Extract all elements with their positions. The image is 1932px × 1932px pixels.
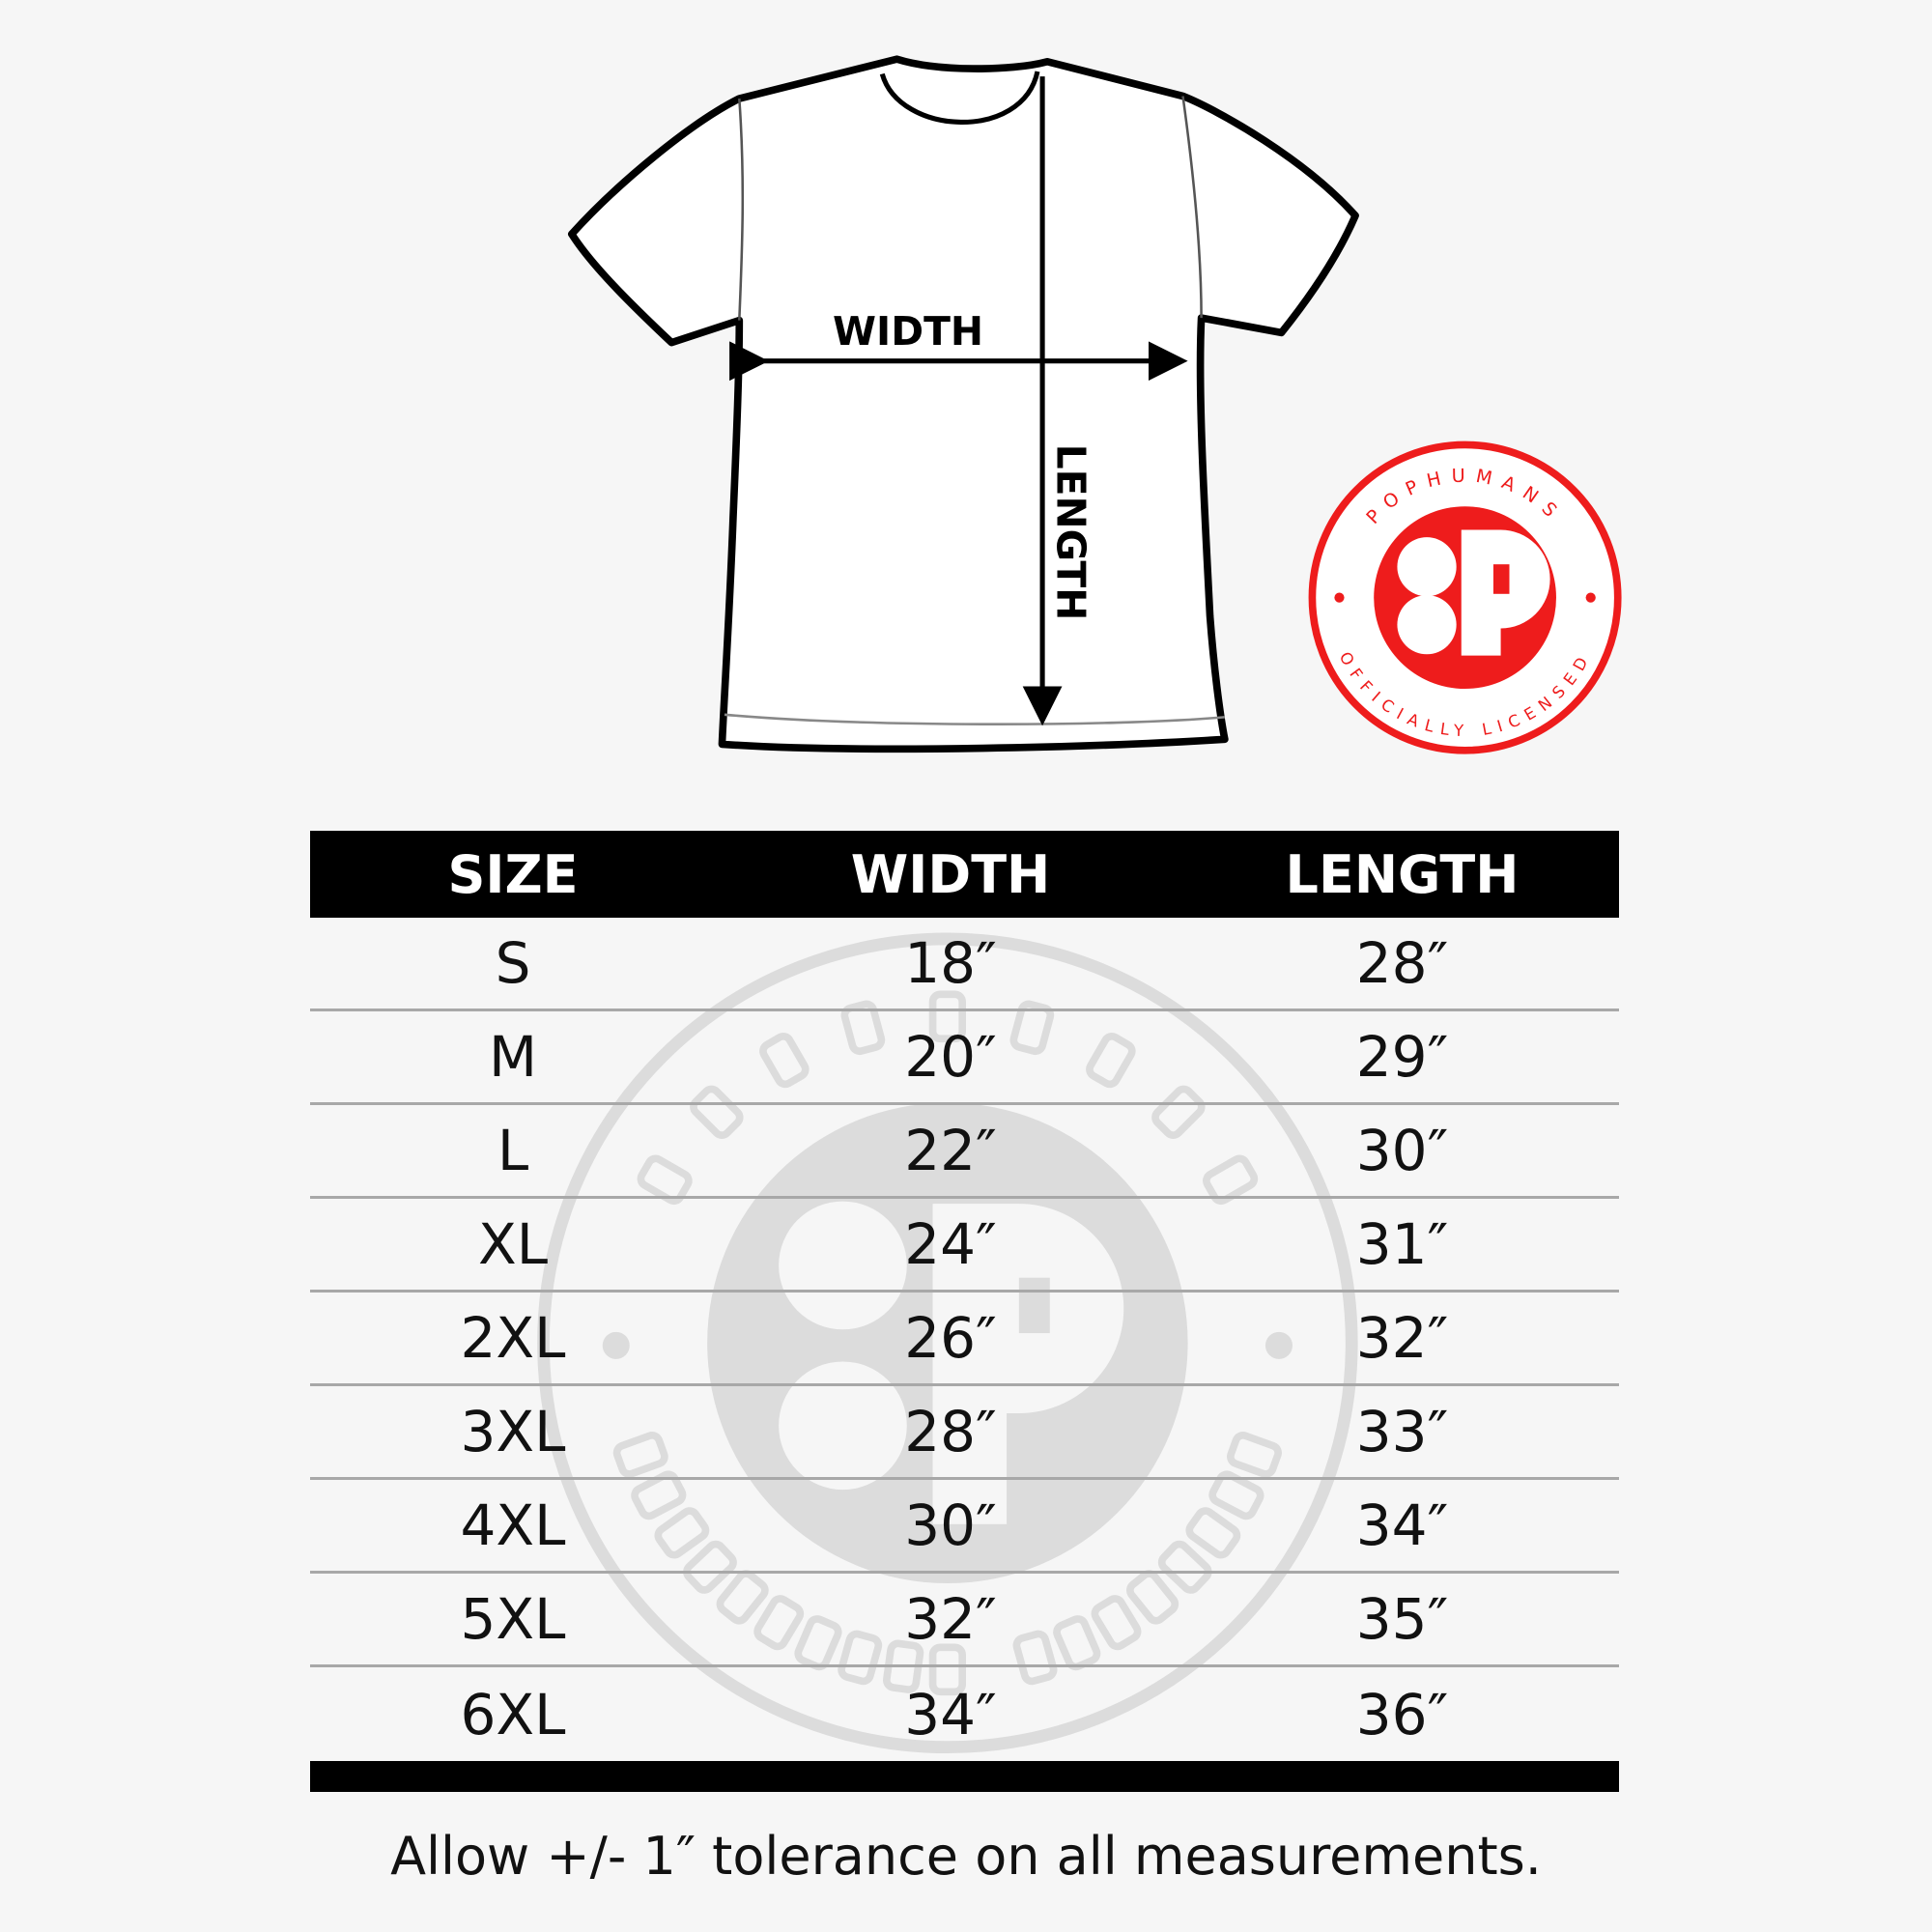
- header-length: LENGTH: [1285, 843, 1520, 905]
- table-header: SIZE WIDTH LENGTH: [310, 831, 1619, 918]
- watermark-letter-mark: [928, 1643, 966, 1696]
- cell-width: 30″: [904, 1492, 997, 1558]
- watermark-letter-mark: [928, 990, 966, 1043]
- cell-length: 31″: [1355, 1211, 1449, 1277]
- cell-length: 35″: [1355, 1586, 1449, 1652]
- watermark-lettering: [612, 990, 1282, 1696]
- cell-size: M: [488, 1024, 538, 1090]
- watermark-letter-mark: [1009, 1000, 1055, 1056]
- cell-size: 5XL: [460, 1586, 566, 1652]
- header-width: WIDTH: [850, 843, 1051, 905]
- watermark-letter-mark: [683, 1540, 737, 1594]
- cell-width: 24″: [904, 1211, 997, 1277]
- header-size: SIZE: [447, 843, 579, 905]
- table-row: 3XL 28″ 33″: [310, 1386, 1619, 1480]
- watermark-letter-mark: [1126, 1570, 1179, 1625]
- watermark-letter-mark: [716, 1570, 769, 1625]
- watermark-letter-mark: [838, 1630, 883, 1686]
- watermark-letter-mark: [631, 1470, 687, 1520]
- cell-length: 29″: [1355, 1024, 1449, 1090]
- watermark-letter-mark: [1227, 1432, 1282, 1478]
- measurement-arrows: [729, 76, 1188, 726]
- cell-width: 34″: [904, 1681, 997, 1747]
- pophumans-badge-logo: POPHUMANS OFFICIALLY LICENSED: [1308, 440, 1622, 754]
- watermark-letter-mark: [690, 1085, 744, 1140]
- tolerance-note: Allow +/- 1″ tolerance on all measuremen…: [390, 1826, 1542, 1887]
- table-row: 4XL 30″ 34″: [310, 1480, 1619, 1574]
- cell-size: 3XL: [460, 1399, 566, 1464]
- table-row: 6XL 34″ 36″: [310, 1667, 1619, 1761]
- watermark-letter-mark: [1185, 1507, 1241, 1559]
- cell-length: 28″: [1355, 930, 1449, 996]
- cell-width: 32″: [904, 1586, 997, 1652]
- watermark-letter-mark: [840, 1000, 886, 1056]
- cell-length: 33″: [1355, 1399, 1449, 1464]
- cell-length: 36″: [1355, 1681, 1449, 1747]
- watermark-logo: [537, 932, 1358, 1754]
- table-row: XL 24″ 31″: [310, 1199, 1619, 1293]
- watermark-letter-mark: [1203, 1154, 1259, 1206]
- watermark-letter-mark: [1053, 1615, 1101, 1671]
- cell-length: 32″: [1355, 1305, 1449, 1371]
- cell-width: 20″: [904, 1024, 997, 1090]
- watermark-letter-mark: [753, 1595, 805, 1651]
- watermark-letter-mark: [1157, 1540, 1212, 1594]
- watermark-letter-mark: [1086, 1033, 1136, 1089]
- watermark-letter-mark: [612, 1432, 668, 1478]
- watermark-letter-mark: [1208, 1470, 1264, 1520]
- cell-size: 4XL: [460, 1492, 566, 1558]
- table-row: 2XL 26″ 32″: [310, 1293, 1619, 1386]
- table-row: L 22″ 30″: [310, 1105, 1619, 1199]
- cell-length: 30″: [1355, 1118, 1449, 1183]
- cell-width: 22″: [904, 1118, 997, 1183]
- table-row: S 18″ 28″: [310, 918, 1619, 1011]
- cell-width: 18″: [904, 930, 997, 996]
- watermark-letter-mark: [637, 1154, 693, 1206]
- cell-size: 6XL: [460, 1681, 566, 1747]
- width-label: WIDTH: [833, 308, 983, 355]
- cell-size: XL: [477, 1211, 549, 1277]
- watermark-letter-mark: [1091, 1595, 1142, 1651]
- cell-size: L: [497, 1118, 529, 1183]
- cell-width: 28″: [904, 1399, 997, 1464]
- watermark-letter-mark: [654, 1507, 710, 1559]
- watermark-letter-mark: [794, 1615, 842, 1671]
- cell-length: 34″: [1355, 1492, 1449, 1558]
- watermark-letter-mark: [1151, 1085, 1206, 1140]
- table-bottom-bar: [310, 1761, 1619, 1792]
- table-row: 5XL 32″ 35″: [310, 1574, 1619, 1667]
- cell-width: 26″: [904, 1305, 997, 1371]
- watermark-letter-mark: [759, 1033, 810, 1089]
- size-chart-table: SIZE WIDTH LENGTH S 18″ 28″ M 20″ 29″ L 22″ 30″ X…: [310, 831, 1619, 1792]
- length-label: LENGTH: [1047, 444, 1094, 621]
- watermark-letter-mark: [1012, 1630, 1058, 1686]
- cell-size: S: [495, 930, 531, 996]
- cell-size: 2XL: [460, 1305, 566, 1371]
- tshirt-diagram: [568, 55, 1359, 753]
- table-row: M 20″ 29″: [310, 1011, 1619, 1105]
